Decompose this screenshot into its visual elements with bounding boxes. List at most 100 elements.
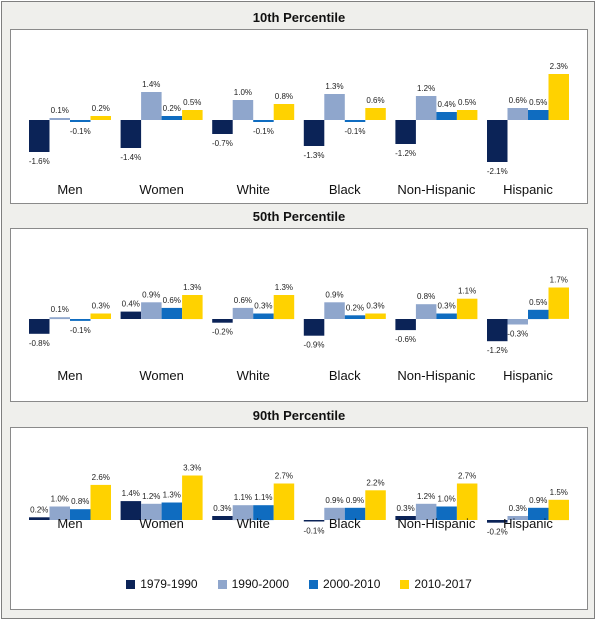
bar-white-1990-2000 bbox=[232, 505, 254, 521]
data-label-white-1990-2000: 0.6% bbox=[234, 296, 252, 305]
data-label-women-1979-1990: -1.4% bbox=[120, 153, 141, 162]
category-label-hispanic: Hispanic bbox=[503, 182, 553, 197]
data-label-men-2000-2010: -0.1% bbox=[70, 127, 91, 136]
data-label-white-1990-2000: 1.0% bbox=[234, 88, 252, 97]
bar-white-2010-2017 bbox=[273, 295, 295, 320]
data-label-non-hispanic-2010-2017: 2.7% bbox=[458, 472, 476, 481]
legend-label: 2000-2010 bbox=[323, 577, 381, 591]
data-label-hispanic-1979-1990: -1.2% bbox=[487, 346, 508, 355]
data-label-men-1979-1990: 0.2% bbox=[30, 505, 48, 514]
category-label-black: Black bbox=[329, 182, 361, 197]
data-label-men-2010-2017: 0.2% bbox=[92, 104, 110, 113]
bar-black-2010-2017 bbox=[365, 490, 386, 520]
data-label-black-2010-2017: 2.2% bbox=[366, 478, 384, 487]
bar-women-1979-1990 bbox=[120, 501, 142, 520]
bar-black-1979-1990 bbox=[303, 520, 325, 522]
data-label-hispanic-2000-2010: 0.9% bbox=[529, 496, 547, 505]
legend: 1979-1990 1990-2000 2000-2010 2010-2017 bbox=[2, 577, 596, 591]
data-label-black-2000-2010: 0.2% bbox=[346, 303, 364, 312]
category-label-women: Women bbox=[139, 182, 184, 197]
bar-black-1979-1990 bbox=[303, 120, 325, 146]
bar-non-hispanic-1990-2000 bbox=[415, 96, 437, 120]
category-label-men: Men bbox=[57, 516, 82, 531]
category-label-women: Women bbox=[139, 368, 184, 383]
bar-white-2010-2017 bbox=[273, 104, 295, 120]
chart-50th-percentile: -0.8%0.1%-0.1%0.3%Men0.4%0.9%0.6%1.3%Wom… bbox=[29, 276, 569, 383]
legend-item-1979-1990: 1979-1990 bbox=[126, 577, 198, 591]
category-label-men: Men bbox=[57, 368, 82, 383]
bar-men-2010-2017 bbox=[90, 484, 111, 520]
data-label-white-2010-2017: 0.8% bbox=[275, 92, 293, 101]
panel-90th-percentile: 0.2% 1.0% 0.8% 2.6% Men 1.4% 1.2% 1.3% 3.3% Women… bbox=[10, 427, 588, 610]
panel-10th-percentile: -1.6% 0.1% -0.1% 0.2% Men -1.4% 1.4% 0.2% 0.5% Wo… bbox=[10, 29, 588, 204]
chart-title-50th: 50th Percentile bbox=[252, 209, 346, 224]
bar-non-hispanic-2000-2010 bbox=[436, 112, 457, 120]
bar-hispanic-2000-2010 bbox=[528, 309, 549, 320]
bar-white-1979-1990 bbox=[212, 120, 233, 134]
bar-non-hispanic-1990-2000 bbox=[415, 304, 437, 319]
data-label-women-1979-1990: 0.4% bbox=[122, 300, 140, 309]
bar-non-hispanic-2010-2017 bbox=[456, 483, 478, 520]
bar-hispanic-2000-2010 bbox=[528, 507, 549, 520]
bar-men-2010-2017 bbox=[90, 313, 111, 319]
data-label-white-2000-2010: 1.1% bbox=[254, 493, 272, 502]
category-label-men: Men bbox=[57, 182, 82, 197]
bar-black-2010-2017 bbox=[365, 313, 386, 319]
bar-hispanic-1990-2000 bbox=[507, 516, 528, 520]
bar-white-2000-2010 bbox=[253, 313, 274, 319]
bar-white-2000-2010 bbox=[253, 120, 274, 122]
data-label-hispanic-2000-2010: 0.5% bbox=[529, 298, 547, 307]
legend-swatch bbox=[126, 579, 136, 589]
data-label-men-1990-2000: 0.1% bbox=[51, 106, 69, 115]
bar-white-1979-1990 bbox=[212, 319, 233, 323]
bar-non-hispanic-2010-2017 bbox=[456, 110, 478, 120]
data-label-women-1979-1990: 1.4% bbox=[122, 489, 140, 498]
bar-hispanic-2010-2017 bbox=[548, 287, 569, 319]
data-label-women-2010-2017: 0.5% bbox=[183, 98, 201, 107]
category-label-women: Women bbox=[139, 516, 184, 531]
legend-label: 2010-2017 bbox=[414, 577, 472, 591]
data-label-white-2000-2010: 0.3% bbox=[254, 302, 272, 311]
data-label-non-hispanic-1979-1990: -0.6% bbox=[395, 335, 416, 344]
bar-hispanic-1979-1990 bbox=[487, 120, 508, 162]
category-label-white: White bbox=[237, 368, 270, 383]
bar-non-hispanic-1979-1990 bbox=[395, 120, 416, 144]
bar-white-2000-2010 bbox=[253, 505, 274, 521]
data-label-hispanic-1990-2000: -0.3% bbox=[507, 330, 528, 339]
category-label-black: Black bbox=[329, 368, 361, 383]
data-label-white-1979-1990: -0.2% bbox=[212, 328, 233, 337]
bar-hispanic-2000-2010 bbox=[528, 110, 549, 120]
bar-black-1990-2000 bbox=[324, 302, 345, 319]
data-label-black-1990-2000: 1.3% bbox=[325, 82, 343, 91]
bar-men-1979-1990 bbox=[29, 517, 50, 520]
bar-hispanic-1990-2000 bbox=[507, 108, 528, 120]
data-label-non-hispanic-2000-2010: 1.0% bbox=[437, 495, 455, 504]
data-label-white-1979-1990: 0.3% bbox=[213, 504, 231, 513]
bar-black-2010-2017 bbox=[365, 108, 386, 120]
bar-black-2000-2010 bbox=[344, 315, 366, 319]
data-label-black-2010-2017: 0.3% bbox=[366, 302, 384, 311]
bar-men-1990-2000 bbox=[49, 506, 70, 520]
chart-title-90th: 90th Percentile bbox=[252, 408, 346, 423]
bar-black-2000-2010 bbox=[344, 120, 366, 122]
bar-black-1990-2000 bbox=[324, 94, 345, 120]
data-label-black-2000-2010: 0.9% bbox=[346, 496, 364, 505]
legend-item-2010-2017: 2010-2017 bbox=[400, 577, 472, 591]
data-label-men-2010-2017: 2.6% bbox=[92, 473, 110, 482]
data-label-black-2010-2017: 0.6% bbox=[366, 96, 384, 105]
category-label-hispanic: Hispanic bbox=[503, 368, 553, 383]
data-label-non-hispanic-1990-2000: 0.8% bbox=[417, 292, 435, 301]
bar-hispanic-1979-1990 bbox=[487, 319, 508, 342]
legend-label: 1979-1990 bbox=[140, 577, 198, 591]
data-label-hispanic-2010-2017: 1.5% bbox=[550, 488, 568, 497]
bar-black-1979-1990 bbox=[303, 319, 325, 336]
bar-men-2010-2017 bbox=[90, 116, 111, 120]
data-label-black-2000-2010: -0.1% bbox=[345, 127, 366, 136]
data-label-women-1990-2000: 1.2% bbox=[142, 492, 160, 501]
bar-non-hispanic-1990-2000 bbox=[415, 503, 437, 520]
data-label-hispanic-2010-2017: 2.3% bbox=[550, 62, 568, 71]
data-label-non-hispanic-2010-2017: 1.1% bbox=[458, 287, 476, 296]
data-label-hispanic-1990-2000: 0.3% bbox=[509, 504, 527, 513]
category-label-black: Black bbox=[329, 516, 361, 531]
bar-hispanic-2010-2017 bbox=[548, 499, 569, 521]
